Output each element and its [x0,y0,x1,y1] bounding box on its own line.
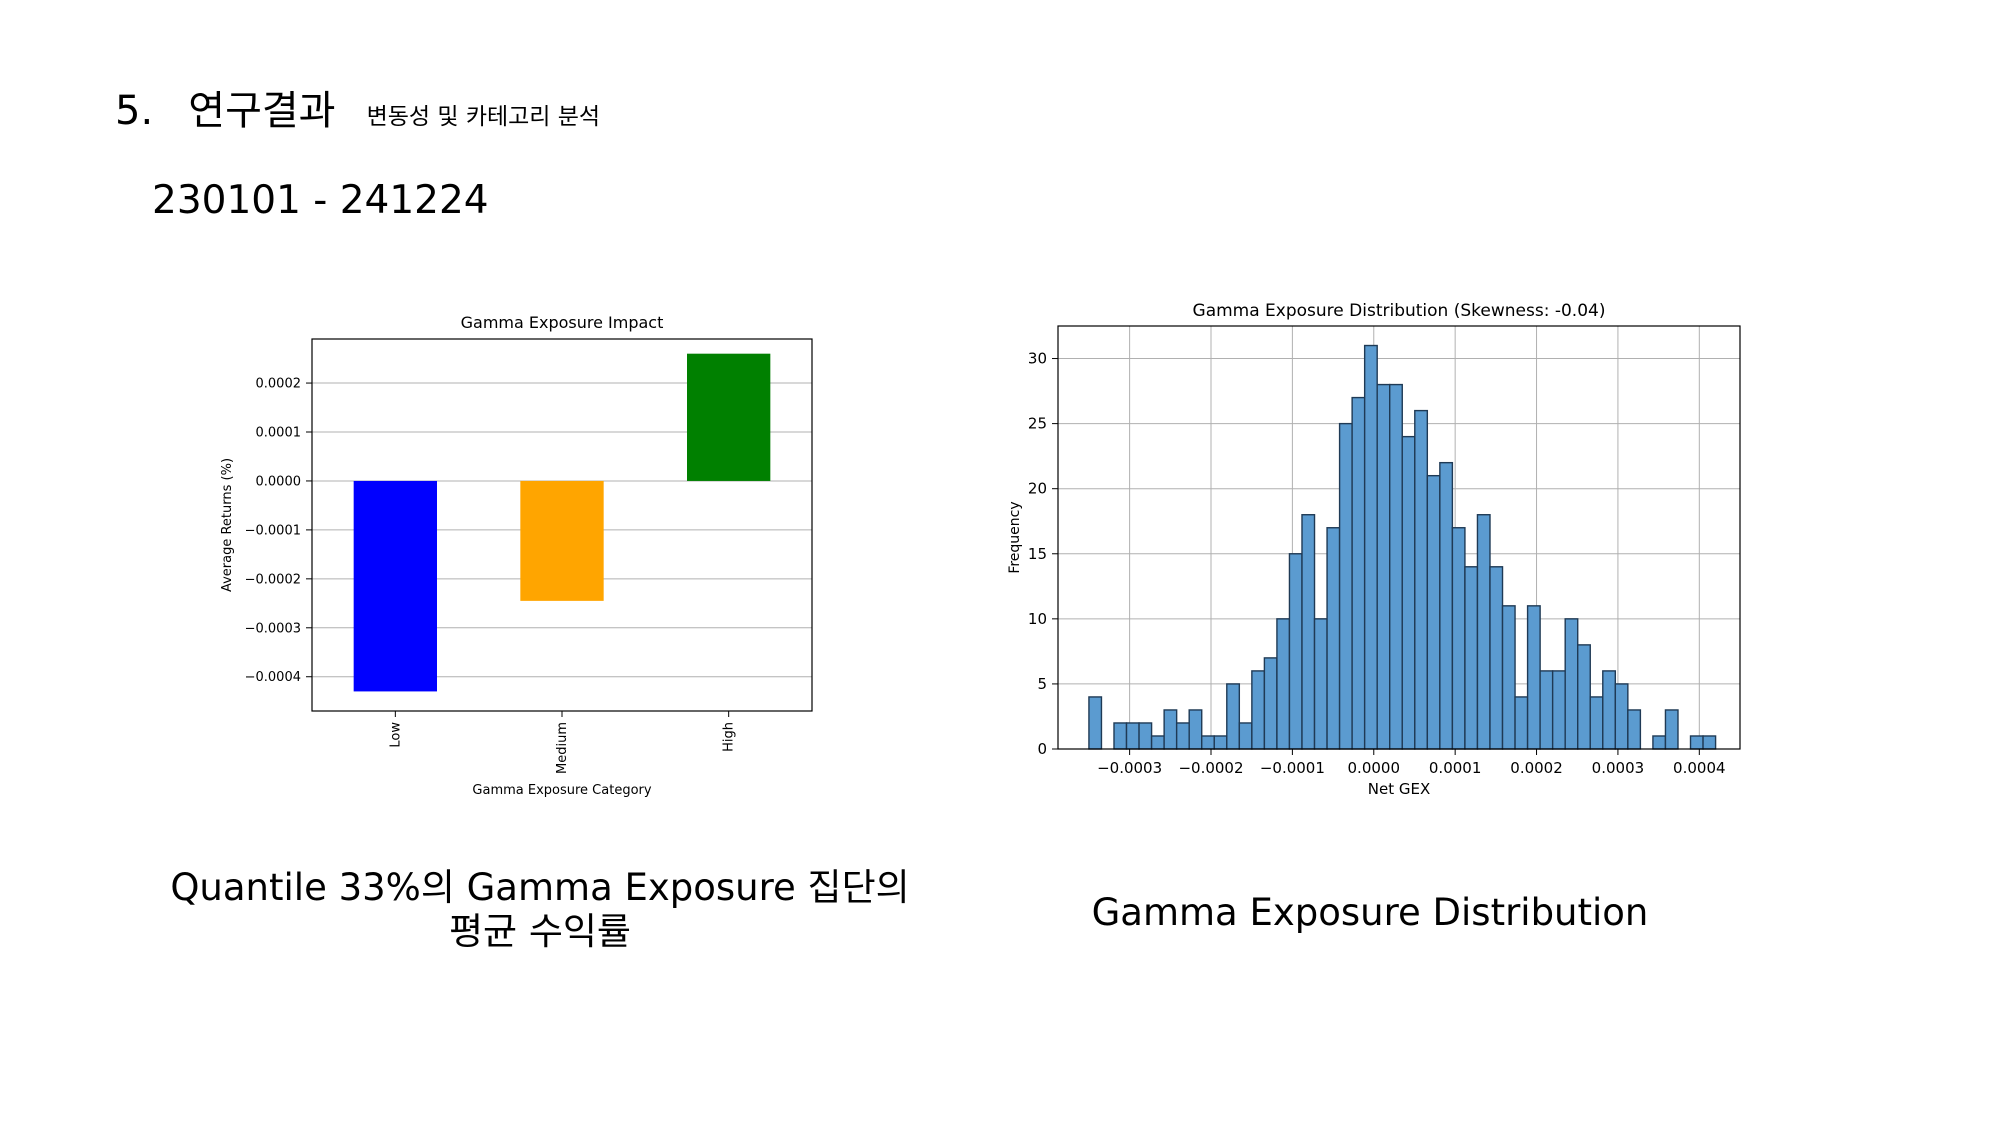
histogram-bin [1301,514,1316,750]
histogram-bin [1376,383,1391,750]
hist-y-tick-label: 0 [1037,740,1047,758]
histogram-bin [1414,409,1429,750]
hist-y-tick-label: 30 [1028,350,1047,368]
histogram-bin [1313,618,1328,750]
histogram-bin [1514,696,1529,750]
hist-y-tick-label: 20 [1028,480,1047,498]
hist-x-tick-label: −0.0003 [1097,759,1162,777]
bar-low [353,480,437,692]
histogram-bin [1326,527,1341,750]
bar-y-tick-label: 0.0000 [256,474,302,489]
histogram-bin [1689,735,1704,750]
bar-y-axis-label: Average Returns (%) [220,458,235,592]
histogram-bin [1564,618,1579,750]
heading-subtitle: 변동성 및 카테고리 분석 [366,104,601,130]
hist-x-tick-label: −0.0002 [1178,759,1243,777]
histogram-bin [1213,735,1228,750]
hist-x-axis-label: Net GEX [1368,780,1430,798]
histogram-bin [1263,657,1278,750]
histogram-caption: Gamma Exposure Distribution [1091,891,1649,934]
bar-x-axis-label: Gamma Exposure Category [472,783,651,798]
heading-number: 5. [115,88,154,134]
bar-y-tick-label: −0.0003 [245,621,301,636]
hist-x-tick-label: 0.0000 [1348,759,1401,777]
histogram-bin [1401,435,1416,750]
histogram-bin [1664,709,1679,750]
bar-chart-caption-line2: 평균 수익률 [449,910,631,953]
histogram-bin [1426,474,1441,750]
histogram-bin [1338,422,1353,750]
histogram-bin [1627,709,1642,750]
bar-x-tick-label: High [722,722,737,752]
hist-chart-title: Gamma Exposure Distribution (Skewness: -… [1193,301,1606,321]
bar-medium [520,480,604,601]
histogram-bin [1464,566,1479,750]
bar-y-tick-label: −0.0002 [245,572,301,587]
histogram-bin [1226,683,1241,750]
bar-plot-frame [311,338,813,712]
bar-y-tick-label: 0.0001 [256,426,302,441]
histogram-bin [1363,344,1378,750]
bar-chart-caption-line1: Quantile 33%의 Gamma Exposure 집단의 [170,866,910,909]
histogram-bin [1175,722,1190,750]
histogram-bin [1539,670,1554,750]
histogram-bin [1577,644,1591,750]
hist-x-tick-label: 0.0003 [1592,759,1645,777]
hist-y-tick-label: 10 [1028,610,1047,628]
date-range: 230101 - 241224 [152,178,489,223]
hist-y-tick-label: 5 [1037,675,1047,693]
bar-x-tick-label: Low [388,722,403,748]
slide-heading: 5. 연구결과 변동성 및 카테고리 분석 [115,78,600,136]
hist-x-tick-label: 0.0001 [1429,759,1482,777]
hist-y-axis-label: Frequency [1007,501,1023,573]
hist-x-tick-label: 0.0004 [1673,759,1726,777]
histogram-bin [1088,696,1103,750]
histogram-bin [1188,709,1203,750]
histogram-bin [1125,722,1140,750]
histogram-bin [1526,605,1541,750]
histogram-bin [1702,735,1717,750]
hist-y-tick-label: 25 [1028,415,1047,433]
hist-x-tick-label: 0.0002 [1510,759,1563,777]
bar-y-tick-label: −0.0004 [245,670,301,685]
histogram-bin [1439,461,1454,750]
histogram-bin [1288,553,1303,750]
bar-chart-title: Gamma Exposure Impact [461,313,664,332]
histogram-bin [1589,696,1604,750]
bar-y-tick-label: 0.0002 [256,377,302,392]
hist-plot-frame [1057,325,1741,750]
histogram-bin [1614,683,1629,750]
hist-x-tick-label: −0.0001 [1260,759,1325,777]
histogram-bin [1489,566,1504,750]
bar-y-tick-label: −0.0001 [245,523,301,538]
bar-x-tick-label: Medium [555,722,570,774]
histogram-bin [1276,618,1291,750]
histogram-bin [1389,383,1403,750]
histogram-bin [1251,670,1266,750]
histogram-bin [1150,735,1165,750]
hist-y-tick-label: 15 [1028,545,1047,563]
histogram-bin [1602,670,1617,750]
histogram-bin [1163,709,1178,750]
bar-chart-caption: Quantile 33%의 Gamma Exposure 집단의 평균 수익률 [120,866,960,954]
histogram-bin [1113,722,1128,750]
histogram-bin [1501,605,1516,750]
histogram-bin [1551,670,1566,750]
histogram-bin [1201,735,1215,750]
histogram-bin [1652,735,1667,750]
bar-high [687,353,771,481]
heading-title: 연구결과 [188,88,336,134]
histogram-bin [1138,722,1153,750]
histogram-bin [1238,722,1253,750]
histogram-bin [1351,396,1366,750]
histogram-bin [1476,514,1491,750]
histogram-bin [1451,527,1466,750]
